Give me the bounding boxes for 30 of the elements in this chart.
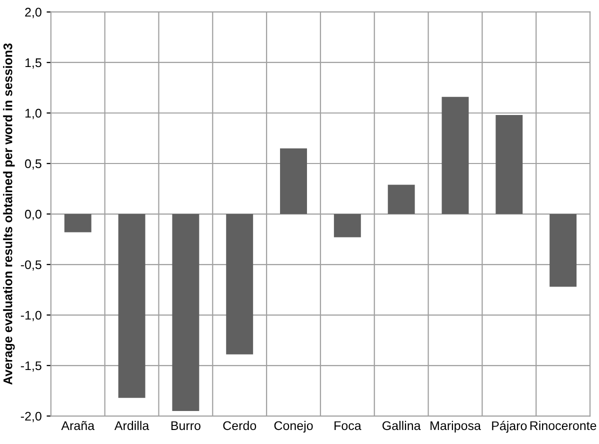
x-tick-label: Pájaro bbox=[492, 420, 527, 433]
y-tick-label: 1,5 bbox=[25, 58, 42, 69]
bar bbox=[280, 148, 307, 214]
x-tick-label: Araña bbox=[61, 420, 95, 430]
bar bbox=[334, 214, 361, 238]
y-tick-label: 0,5 bbox=[25, 159, 42, 170]
bar bbox=[442, 96, 469, 214]
x-tick-label: Rinoceronte bbox=[530, 420, 596, 430]
y-tick-label: -2,0 bbox=[20, 412, 42, 422]
bar bbox=[550, 214, 577, 287]
y-tick-label: -1,5 bbox=[20, 361, 42, 372]
x-tick-label: Gallina bbox=[382, 420, 421, 430]
bar bbox=[388, 184, 415, 214]
bar bbox=[496, 115, 523, 214]
y-tick-label: 1,0 bbox=[25, 108, 42, 120]
y-axis-title: Average evaluation results obtained per word in session3 bbox=[3, 43, 15, 385]
x-tick-label: Mariposa bbox=[430, 420, 481, 433]
y-tick-label: -0,5 bbox=[20, 260, 42, 271]
x-tick-label: Cerdo bbox=[223, 420, 256, 430]
bar bbox=[226, 214, 254, 354]
bar bbox=[64, 214, 92, 232]
y-tick-label: -1,0 bbox=[20, 310, 42, 322]
x-tick-label: Conejo bbox=[274, 420, 313, 433]
bar bbox=[172, 214, 200, 411]
bar bbox=[118, 214, 146, 398]
x-tick-label: Burro bbox=[171, 421, 200, 430]
y-tick-label: 0,0 bbox=[25, 210, 42, 220]
y-tick-label: 2,0 bbox=[25, 8, 42, 18]
x-tick-label: Foca bbox=[334, 421, 362, 430]
x-tick-label: Ardilla bbox=[114, 420, 150, 430]
